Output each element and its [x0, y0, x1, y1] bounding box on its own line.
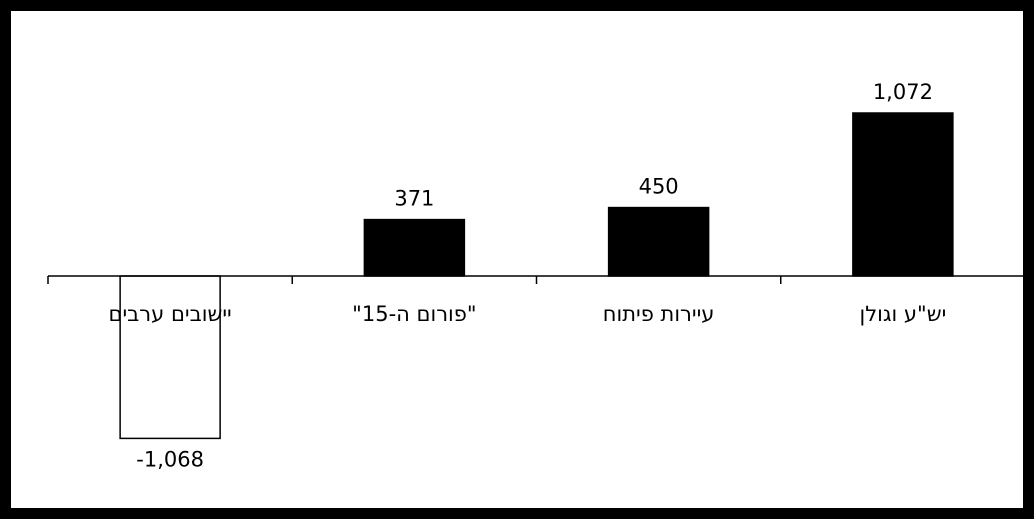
- data-label: 1,072: [873, 80, 933, 104]
- chart-frame: יישובים ערבים "פורום ה-15" עיירות פיתוח יש"…: [0, 0, 1034, 519]
- category-label: "פורום ה-15": [352, 302, 476, 326]
- bar: [852, 112, 954, 277]
- category-labels: יישובים ערבים "פורום ה-15" עיירות פיתוח יש"…: [109, 302, 947, 326]
- data-label: 450: [639, 175, 679, 199]
- bars-group: [119, 112, 954, 440]
- category-label: עיירות פיתוח: [603, 302, 715, 326]
- data-label: -1,068: [136, 447, 204, 471]
- category-label: יישובים ערבים: [109, 302, 232, 326]
- bar-chart: יישובים ערבים "פורום ה-15" עיירות פיתוח יש"…: [47, 80, 1026, 471]
- bar: [363, 218, 466, 277]
- bar: [119, 275, 221, 440]
- x-axis-ticks: [47, 276, 1026, 284]
- bar: [607, 206, 710, 277]
- data-label: 371: [394, 187, 434, 211]
- data-labels: -1,068 371 450 1,072: [136, 80, 933, 471]
- category-label: יש"ע וגולן: [859, 302, 946, 326]
